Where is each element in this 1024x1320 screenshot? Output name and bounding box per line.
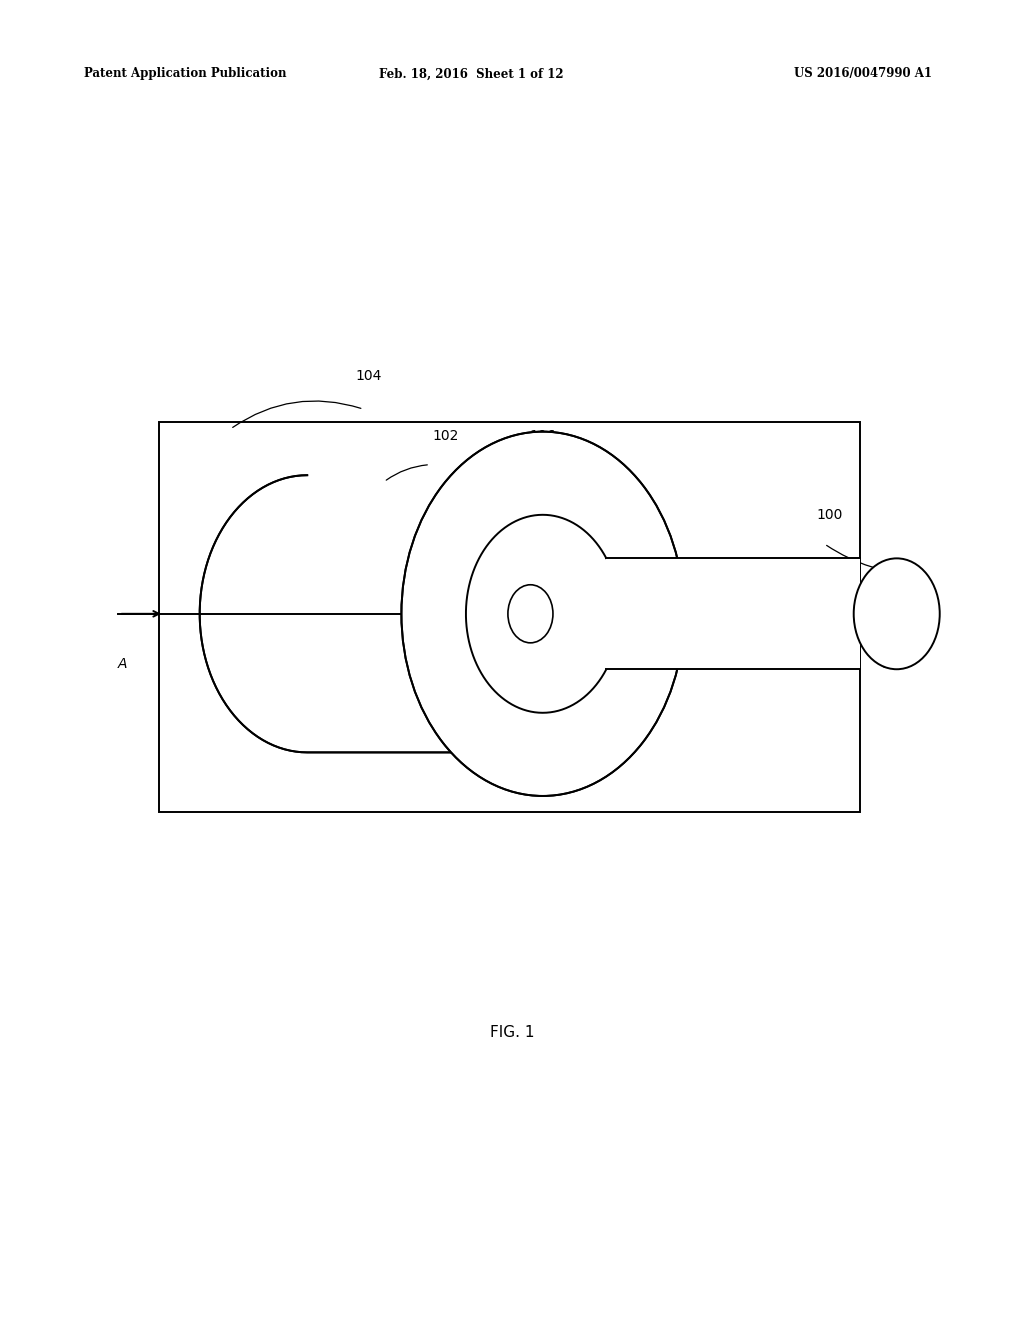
- Ellipse shape: [467, 516, 618, 711]
- Circle shape: [854, 558, 940, 669]
- Bar: [159, 422, 860, 812]
- Text: FIG. 1: FIG. 1: [489, 1024, 535, 1040]
- Text: 104: 104: [355, 370, 382, 383]
- Text: US 2016/0047990 A1: US 2016/0047990 A1: [794, 67, 932, 81]
- Text: A: A: [118, 657, 128, 671]
- Text: Feb. 18, 2016  Sheet 1 of 12: Feb. 18, 2016 Sheet 1 of 12: [379, 67, 563, 81]
- Ellipse shape: [401, 432, 684, 796]
- Text: 106: 106: [529, 429, 556, 442]
- Text: Patent Application Publication: Patent Application Publication: [84, 67, 287, 81]
- Circle shape: [508, 585, 553, 643]
- Text: 100: 100: [816, 508, 843, 521]
- Bar: [606, 558, 860, 669]
- Text: A': A': [884, 657, 898, 671]
- Text: 108: 108: [519, 772, 546, 785]
- Text: 102: 102: [432, 429, 459, 442]
